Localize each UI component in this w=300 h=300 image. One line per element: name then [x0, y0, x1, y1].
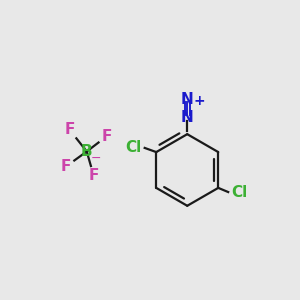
- Text: N: N: [181, 92, 194, 107]
- Text: F: F: [64, 122, 75, 137]
- Text: B: B: [81, 144, 93, 159]
- Text: −: −: [90, 152, 101, 164]
- Text: F: F: [61, 159, 71, 174]
- Text: N: N: [181, 110, 194, 125]
- Text: Cl: Cl: [232, 185, 248, 200]
- Text: Cl: Cl: [125, 140, 141, 155]
- Text: +: +: [194, 94, 205, 108]
- Text: F: F: [101, 129, 112, 144]
- Text: F: F: [88, 168, 99, 183]
